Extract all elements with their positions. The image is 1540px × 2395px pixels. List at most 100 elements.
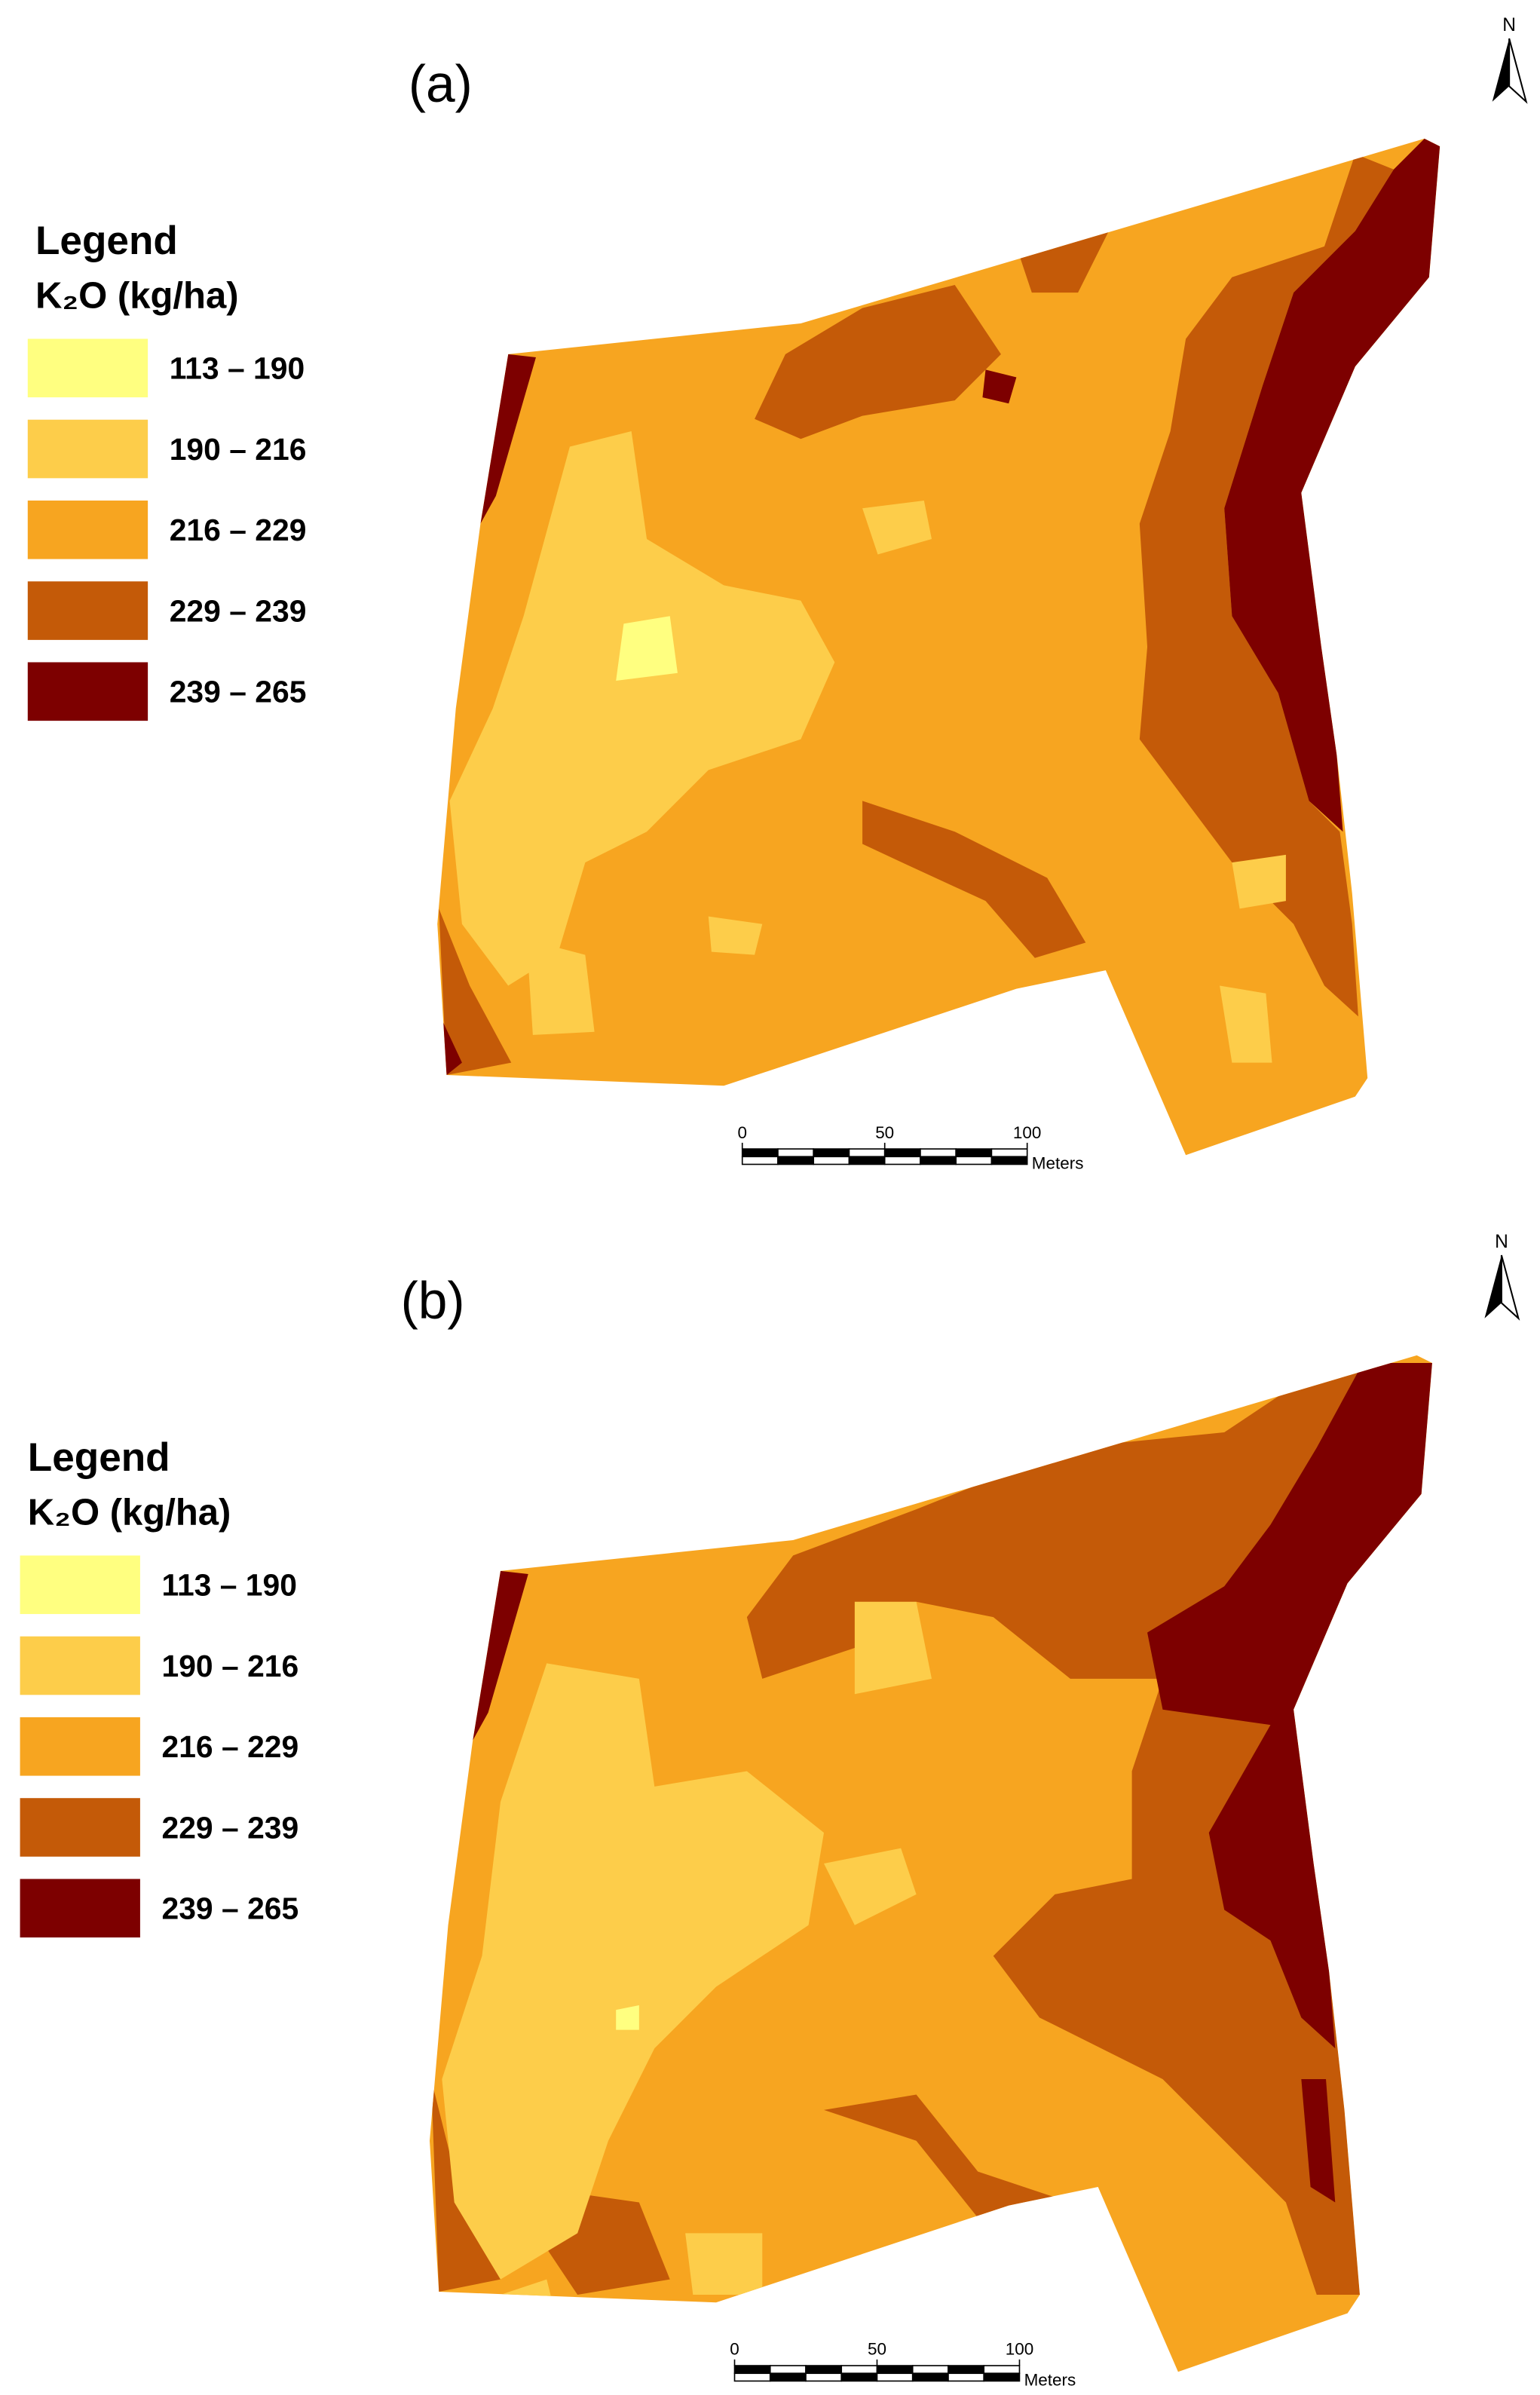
scale-tick-label: 100 bbox=[1013, 1123, 1042, 1142]
legend-label: 216 – 229 bbox=[162, 1729, 299, 1764]
north-arrow bbox=[1484, 1255, 1502, 1318]
north-label: N bbox=[1502, 15, 1516, 35]
scale-segment bbox=[805, 2365, 843, 2375]
legend-label: 229 – 239 bbox=[162, 1810, 299, 1845]
scale-segment bbox=[911, 2365, 949, 2375]
field-zone bbox=[755, 284, 1001, 439]
scale-segment bbox=[983, 2365, 1021, 2375]
field-zone bbox=[616, 616, 678, 681]
legend-subtitle: K₂O (kg/ha) bbox=[35, 276, 239, 317]
legend-swatch bbox=[27, 500, 148, 559]
zones bbox=[439, 138, 1440, 1076]
field-zone bbox=[1220, 985, 1272, 1063]
field-zone bbox=[526, 939, 595, 1035]
legend-swatch bbox=[27, 338, 148, 398]
scale-unit: Meters bbox=[1032, 1154, 1084, 1173]
field-zone bbox=[480, 354, 536, 524]
scale-segment bbox=[920, 1156, 957, 1165]
legend-label: 216 – 229 bbox=[170, 513, 307, 547]
field-zone bbox=[1139, 154, 1394, 1017]
scale-segment bbox=[990, 1156, 1028, 1165]
scale-segment bbox=[911, 2372, 949, 2382]
legend-swatch bbox=[20, 1798, 140, 1857]
scale-segment bbox=[883, 1156, 921, 1165]
field-zone bbox=[1301, 2079, 1336, 2203]
field-zone bbox=[473, 1570, 528, 1741]
legend-label: 113 – 190 bbox=[170, 351, 305, 386]
scale-tick-label: 100 bbox=[1006, 2340, 1034, 2359]
scale-segment bbox=[883, 1148, 921, 1158]
field-zone bbox=[685, 2233, 763, 2295]
field-zone bbox=[708, 916, 763, 955]
scale-segment bbox=[733, 2372, 771, 2382]
scale-tick-label: 50 bbox=[868, 2340, 886, 2359]
legend-label: 190 – 216 bbox=[162, 1649, 299, 1683]
scale-segment bbox=[990, 1148, 1028, 1158]
legend-label: 113 – 190 bbox=[162, 1568, 297, 1603]
scale-tick-label: 0 bbox=[737, 1123, 747, 1142]
legend-swatch bbox=[27, 581, 148, 640]
legend-swatch bbox=[27, 662, 148, 721]
scale-segment bbox=[848, 1148, 886, 1158]
panel-label: (b) bbox=[401, 1271, 465, 1330]
field-zone bbox=[1224, 138, 1440, 832]
legend-swatch bbox=[20, 1717, 140, 1776]
scale-segment bbox=[777, 1156, 815, 1165]
scale-segment bbox=[876, 2365, 914, 2375]
scale-segment bbox=[948, 2365, 985, 2375]
scale-unit: Meters bbox=[1024, 2371, 1076, 2390]
scale-segment bbox=[840, 2365, 878, 2375]
legend-swatch bbox=[20, 1879, 140, 1938]
legend-label: 190 – 216 bbox=[170, 432, 307, 467]
scale-segment bbox=[848, 1156, 886, 1165]
field-zone bbox=[1147, 1363, 1432, 2049]
north-arrow bbox=[1492, 38, 1510, 102]
scale-segment bbox=[777, 1148, 815, 1158]
scale-segment bbox=[733, 2365, 771, 2375]
field-zone bbox=[616, 2005, 639, 2030]
field-zone bbox=[982, 369, 1017, 404]
scale-tick-label: 50 bbox=[875, 1123, 894, 1142]
field-map bbox=[437, 138, 1440, 1156]
scale-segment bbox=[769, 2372, 807, 2382]
legend-label: 229 – 239 bbox=[170, 593, 307, 628]
zones bbox=[431, 1363, 1432, 2357]
panel: (a) Legend K₂O (kg/ha) 113 – 190 190 – 216 21… bbox=[27, 15, 1528, 1173]
legend-title: Legend bbox=[35, 219, 178, 263]
legend-label: 239 – 265 bbox=[170, 675, 307, 709]
field-zone bbox=[440, 1016, 462, 1076]
field-zone bbox=[862, 500, 932, 555]
legend-subtitle: K₂O (kg/ha) bbox=[28, 1493, 231, 1533]
scale-segment bbox=[876, 2372, 914, 2382]
field-map bbox=[429, 1355, 1432, 2372]
scale-segment bbox=[840, 2372, 878, 2382]
scale-segment bbox=[955, 1148, 993, 1158]
field-zone bbox=[862, 801, 1086, 958]
legend-swatch bbox=[27, 419, 148, 479]
field-zone bbox=[947, 2233, 1009, 2295]
field-zone bbox=[824, 1848, 917, 1925]
scale-segment bbox=[983, 2372, 1021, 2382]
scale-segment bbox=[813, 1148, 850, 1158]
north-arrow bbox=[1508, 38, 1528, 104]
scale-segment bbox=[769, 2365, 807, 2375]
scale-tick-label: 0 bbox=[730, 2340, 739, 2359]
field-zone bbox=[824, 2094, 1070, 2234]
scale-segment bbox=[920, 1148, 957, 1158]
field-zone bbox=[449, 431, 835, 986]
field-zone bbox=[442, 1663, 825, 2280]
panel-label: (a) bbox=[409, 54, 473, 113]
scale-segment bbox=[955, 1156, 993, 1165]
legend-label: 239 – 265 bbox=[162, 1891, 299, 1926]
legend-title: Legend bbox=[28, 1435, 170, 1480]
field-zone bbox=[439, 908, 512, 1076]
scale-segment bbox=[741, 1148, 779, 1158]
field-zone bbox=[431, 2079, 501, 2292]
scale-segment bbox=[948, 2372, 985, 2382]
field-zone bbox=[1232, 854, 1286, 909]
scale-segment bbox=[805, 2372, 843, 2382]
north-label: N bbox=[1495, 1232, 1508, 1252]
north-arrow bbox=[1500, 1254, 1520, 1321]
